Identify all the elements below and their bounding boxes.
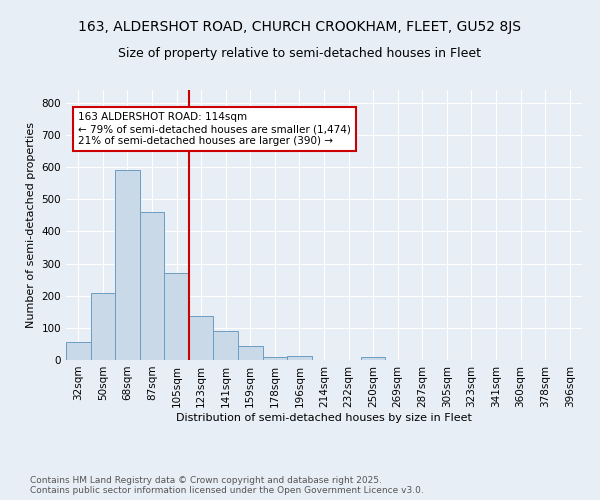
Bar bbox=[361, 358, 385, 360]
Text: 163 ALDERSHOT ROAD: 114sqm
← 79% of semi-detached houses are smaller (1,474)
21%: 163 ALDERSHOT ROAD: 114sqm ← 79% of semi… bbox=[78, 112, 351, 146]
Bar bbox=[115, 170, 140, 360]
Bar bbox=[66, 342, 91, 360]
Text: Contains HM Land Registry data © Crown copyright and database right 2025.
Contai: Contains HM Land Registry data © Crown c… bbox=[30, 476, 424, 495]
Bar bbox=[263, 357, 287, 360]
Text: 163, ALDERSHOT ROAD, CHURCH CROOKHAM, FLEET, GU52 8JS: 163, ALDERSHOT ROAD, CHURCH CROOKHAM, FL… bbox=[79, 20, 521, 34]
Y-axis label: Number of semi-detached properties: Number of semi-detached properties bbox=[26, 122, 36, 328]
X-axis label: Distribution of semi-detached houses by size in Fleet: Distribution of semi-detached houses by … bbox=[176, 412, 472, 422]
Bar bbox=[189, 316, 214, 360]
Bar bbox=[91, 292, 115, 360]
Bar bbox=[287, 356, 312, 360]
Bar bbox=[164, 273, 189, 360]
Bar bbox=[238, 346, 263, 360]
Text: Size of property relative to semi-detached houses in Fleet: Size of property relative to semi-detach… bbox=[119, 48, 482, 60]
Bar bbox=[214, 331, 238, 360]
Bar bbox=[140, 212, 164, 360]
